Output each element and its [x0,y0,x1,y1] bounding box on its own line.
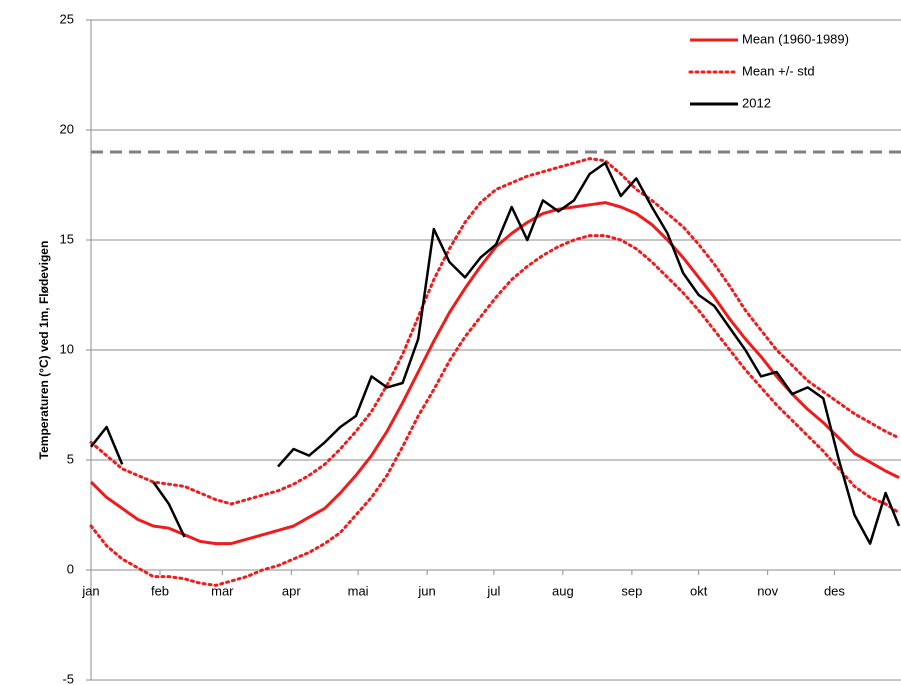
series-line [89,157,901,506]
x-tick-label: sep [621,583,642,598]
y-tick-label: 10 [60,341,74,356]
x-tick-label: feb [151,583,169,598]
x-tick-label: jul [486,583,500,598]
x-tick-label: nov [757,583,778,598]
x-tick-label: aug [552,583,574,598]
y-tick-label: 5 [67,451,74,466]
x-tick-label: mai [348,583,369,598]
series-line [89,201,900,546]
series-line [90,161,901,545]
legend-label: Mean +/- std [742,63,815,78]
y-axis-label: Temperaturen (°C) ved 1m, Flødevigen [37,241,51,460]
x-tick-label: okt [690,583,708,598]
y-tick-label: 15 [60,231,74,246]
y-tick-label: 20 [60,121,74,136]
y-tick-label: 0 [67,561,74,576]
x-tick-label: jan [81,583,99,598]
y-tick-label: -5 [62,671,74,685]
legend-label: 2012 [742,95,771,110]
x-tick-label: apr [282,583,301,598]
x-tick-label: des [824,583,845,598]
x-tick-label: mar [211,583,234,598]
y-tick-label: 25 [60,11,74,26]
series-line-lower [89,234,901,587]
legend-label: Mean (1960-1989) [742,31,849,46]
x-tick-label: jun [417,583,435,598]
